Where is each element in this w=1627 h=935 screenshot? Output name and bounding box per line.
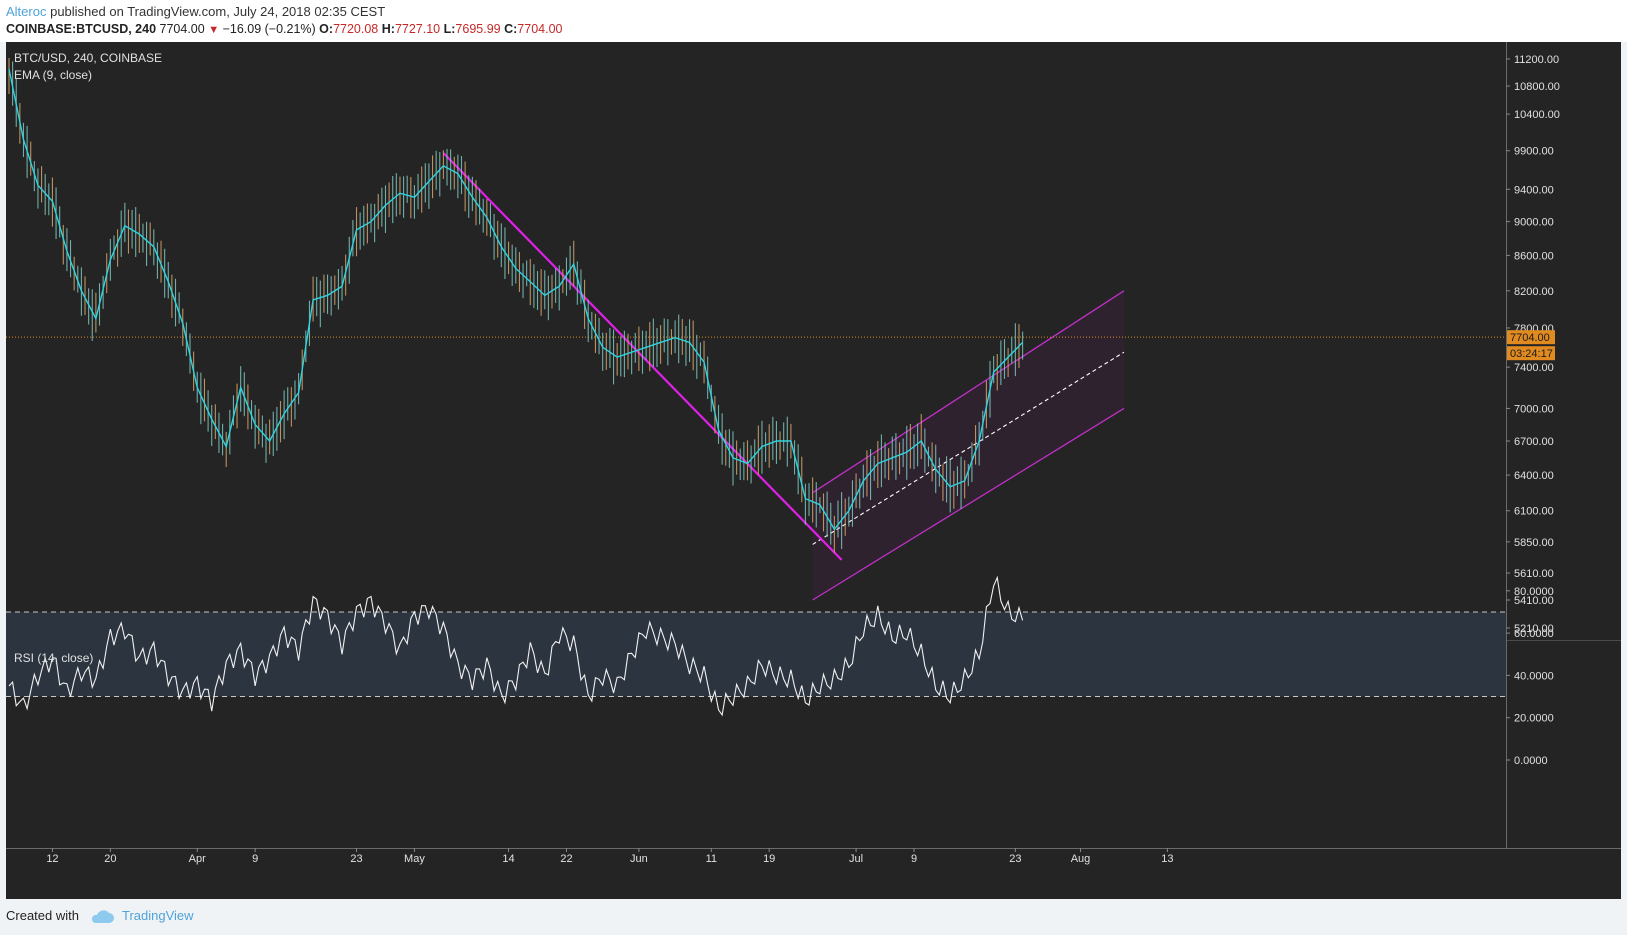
price-tick-label: 5850.00 — [1514, 537, 1554, 549]
symbol-label: COINBASE:BTCUSD, 240 — [6, 22, 157, 36]
time-tick-label: 22 — [560, 853, 572, 865]
time-tick-label: 9 — [911, 853, 917, 865]
price-tick-label: 9000.00 — [1514, 217, 1554, 229]
channel-median-line — [812, 351, 1125, 545]
rsi-tick-label: 40.0000 — [1514, 670, 1554, 682]
time-tick-label: Jul — [849, 853, 863, 865]
time-tick-label: 9 — [252, 853, 258, 865]
last-price-value: 7704.00 — [159, 22, 205, 36]
time-tick-label: 23 — [350, 853, 362, 865]
last-price-badge — [1507, 330, 1555, 345]
rsi-tick-label: 80.0000 — [1514, 586, 1554, 598]
ema-line — [8, 68, 1024, 531]
author-link[interactable]: Alteroc — [6, 4, 47, 19]
change-value: −16.09 (−0.21%) — [222, 22, 316, 36]
tradingview-link[interactable]: TradingView — [122, 908, 194, 923]
price-tick-label: 9400.00 — [1514, 184, 1554, 196]
time-tick-label: May — [404, 853, 425, 865]
last-price-label: 7704.00 — [1510, 332, 1550, 344]
high-value: 7727.10 — [394, 22, 441, 36]
published-text: published on TradingView.com, July 24, 2… — [50, 4, 386, 19]
price-tick-label: 10800.00 — [1514, 81, 1560, 93]
rsi-band-fill — [6, 611, 1506, 697]
publish-header: Alteroc published on TradingView.com, Ju… — [0, 0, 1627, 42]
time-tick-label: 20 — [104, 853, 116, 865]
price-tick-label: 6400.00 — [1514, 470, 1554, 482]
time-tick-label: Apr — [189, 853, 206, 865]
price-tick-label: 11200.00 — [1514, 54, 1559, 66]
channel-upper-line — [812, 290, 1125, 494]
price-tick-label: 9900.00 — [1514, 146, 1554, 158]
close-label: C: — [504, 22, 518, 36]
open-label: O: — [319, 22, 334, 36]
price-legend-ema: EMA (9, close) — [14, 68, 92, 82]
footer: Created with TradingView — [6, 908, 194, 924]
created-with-text: Created with — [6, 908, 79, 923]
time-tick-label: 12 — [46, 853, 58, 865]
time-tick-label: 11 — [706, 853, 717, 865]
time-tick-label: 13 — [1161, 853, 1173, 865]
chart-container[interactable]: 11200.00 10800.00 10400.00 9900.00 9400.00 90… — [6, 42, 1621, 899]
tradingview-cloud-icon — [91, 909, 114, 923]
price-tick-label: 5610.00 — [1514, 568, 1554, 580]
down-arrow-icon: ▼ — [208, 24, 220, 36]
price-tick-label: 6100.00 — [1514, 506, 1554, 518]
price-tick-label: 7000.00 — [1514, 403, 1554, 415]
price-tick-label: 8600.00 — [1514, 250, 1554, 262]
publish-info: Alteroc published on TradingView.com, Ju… — [6, 4, 385, 19]
price-tick-label: 8200.00 — [1514, 286, 1554, 298]
time-tick-label: 23 — [1009, 853, 1021, 865]
rsi-legend: RSI (14, close) — [14, 651, 93, 665]
time-tick-label: Jun — [630, 853, 648, 865]
price-tick-label: 5210.00 — [1514, 623, 1554, 635]
rsi-tick-label: 20.0000 — [1514, 713, 1554, 725]
price-tick-label: 6700.00 — [1514, 436, 1554, 448]
countdown-label: 03:24:17 — [1510, 348, 1553, 360]
channel-lower-line — [812, 407, 1125, 601]
rsi-tick-label: 60.0000 — [1514, 628, 1554, 640]
rsi-tick-label: 0.0000 — [1514, 755, 1548, 767]
open-value: 7720.08 — [333, 22, 379, 36]
low-value: 7695.99 — [455, 22, 501, 36]
time-tick-label: 19 — [763, 853, 775, 865]
channel-fill — [812, 290, 1124, 600]
high-label: H: — [381, 22, 395, 36]
time-tick-label: Aug — [1071, 853, 1091, 865]
chart-svg[interactable]: 11200.0010800.0010400.009900.009400.0090… — [6, 42, 1621, 899]
price-tick-label: 10400.00 — [1514, 109, 1560, 121]
price-tick-label: 7400.00 — [1514, 362, 1554, 374]
price-tick-label: 5410.00 — [1514, 595, 1554, 607]
price-legend-symbol: BTC/USD, 240, COINBASE — [14, 51, 162, 65]
time-tick-label: 14 — [502, 853, 514, 865]
low-label: L: — [443, 22, 456, 36]
symbol-info: COINBASE:BTCUSD, 240 7704.00 ▼ −16.09 (−… — [6, 22, 562, 36]
rsi-line — [8, 575, 1024, 717]
countdown-badge — [1507, 346, 1555, 361]
close-value: 7704.00 — [517, 22, 563, 36]
